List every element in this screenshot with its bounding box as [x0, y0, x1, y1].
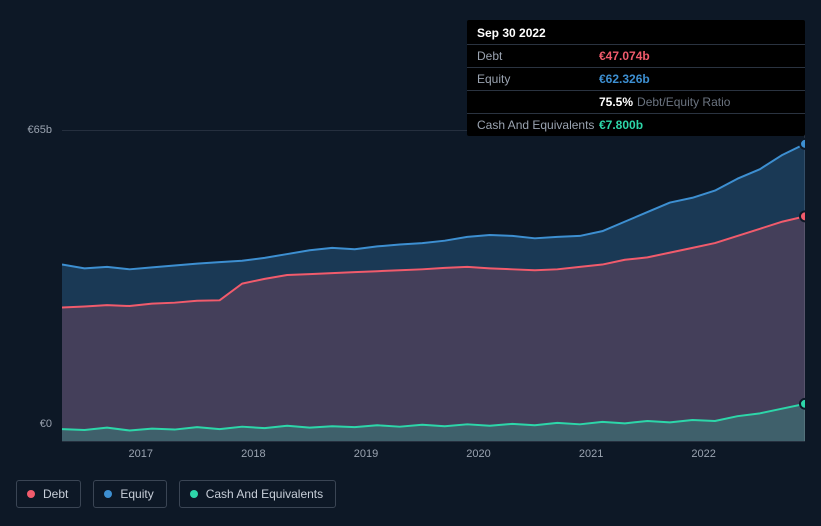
tooltip-row-label: Cash And Equivalents [477, 118, 599, 132]
chart-legend: Debt Equity Cash And Equivalents [16, 480, 336, 508]
legend-dot-icon [104, 490, 112, 498]
legend-label: Debt [43, 487, 68, 501]
legend-dot-icon [190, 490, 198, 498]
legend-dot-icon [27, 490, 35, 498]
x-axis-label: 2022 [691, 448, 715, 460]
legend-item[interactable]: Debt [16, 480, 81, 508]
tooltip-row: 75.5%Debt/Equity Ratio [467, 91, 805, 114]
x-axis-label: 2018 [241, 448, 265, 460]
tooltip-row-value: 75.5%Debt/Equity Ratio [599, 95, 730, 109]
chart-plot-area[interactable] [62, 130, 805, 442]
tooltip-row-label: Equity [477, 72, 599, 86]
legend-item[interactable]: Equity [93, 480, 166, 508]
tooltip-row: Cash And Equivalents€7.800b [467, 114, 805, 136]
tooltip-row: Debt€47.074b [467, 45, 805, 68]
y-axis: €65b€0 [16, 120, 52, 442]
y-axis-label: €65b [28, 124, 52, 136]
tooltip-date: Sep 30 2022 [467, 20, 805, 45]
x-axis-label: 2020 [466, 448, 490, 460]
tooltip-row-value: €62.326b [599, 72, 650, 86]
legend-label: Cash And Equivalents [206, 487, 323, 501]
tooltip-row-value: €7.800b [599, 118, 643, 132]
tooltip-row-value: €47.074b [599, 49, 650, 63]
tooltip-row-label [477, 95, 599, 109]
legend-label: Equity [120, 487, 153, 501]
tooltip-row-sublabel: Debt/Equity Ratio [637, 95, 730, 109]
x-axis-label: 2019 [354, 448, 378, 460]
x-axis-label: 2021 [579, 448, 603, 460]
x-axis-label: 2017 [129, 448, 153, 460]
debt-equity-chart: €65b€0 2017 2018 2019 2020 2021 2022 [16, 120, 805, 466]
tooltip-row-label: Debt [477, 49, 599, 63]
legend-item[interactable]: Cash And Equivalents [179, 480, 336, 508]
x-axis: 2017 2018 2019 2020 2021 2022 [62, 446, 805, 466]
tooltip-row: Equity€62.326b [467, 68, 805, 91]
chart-tooltip: Sep 30 2022 Debt€47.074bEquity€62.326b75… [467, 20, 805, 136]
